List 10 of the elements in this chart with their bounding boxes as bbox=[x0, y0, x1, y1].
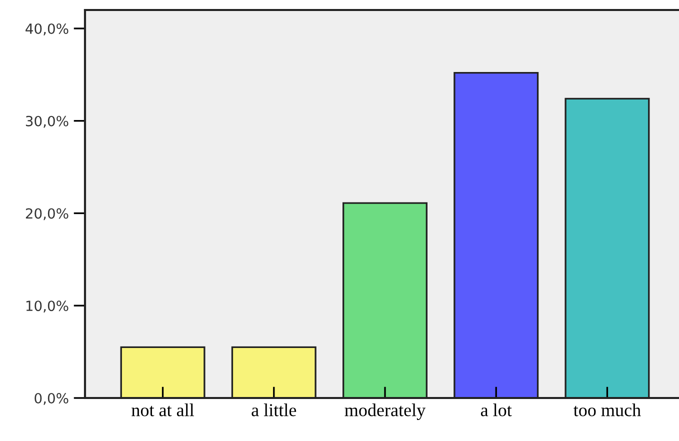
y-tick-label: 0,0% bbox=[34, 392, 68, 405]
x-tick-label: too much bbox=[574, 404, 641, 416]
x-tick-label: a lot bbox=[480, 404, 512, 416]
y-tick-label: 40,0% bbox=[26, 23, 68, 36]
x-tick-label: a little bbox=[252, 404, 296, 416]
y-tick-label: 10,0% bbox=[26, 300, 68, 313]
y-tick-label: 20,0% bbox=[26, 208, 68, 220]
x-tick-label: not at all bbox=[132, 404, 194, 416]
y-tick-label: 30,0% bbox=[26, 116, 68, 128]
x-tick-label: moderately bbox=[344, 404, 426, 420]
